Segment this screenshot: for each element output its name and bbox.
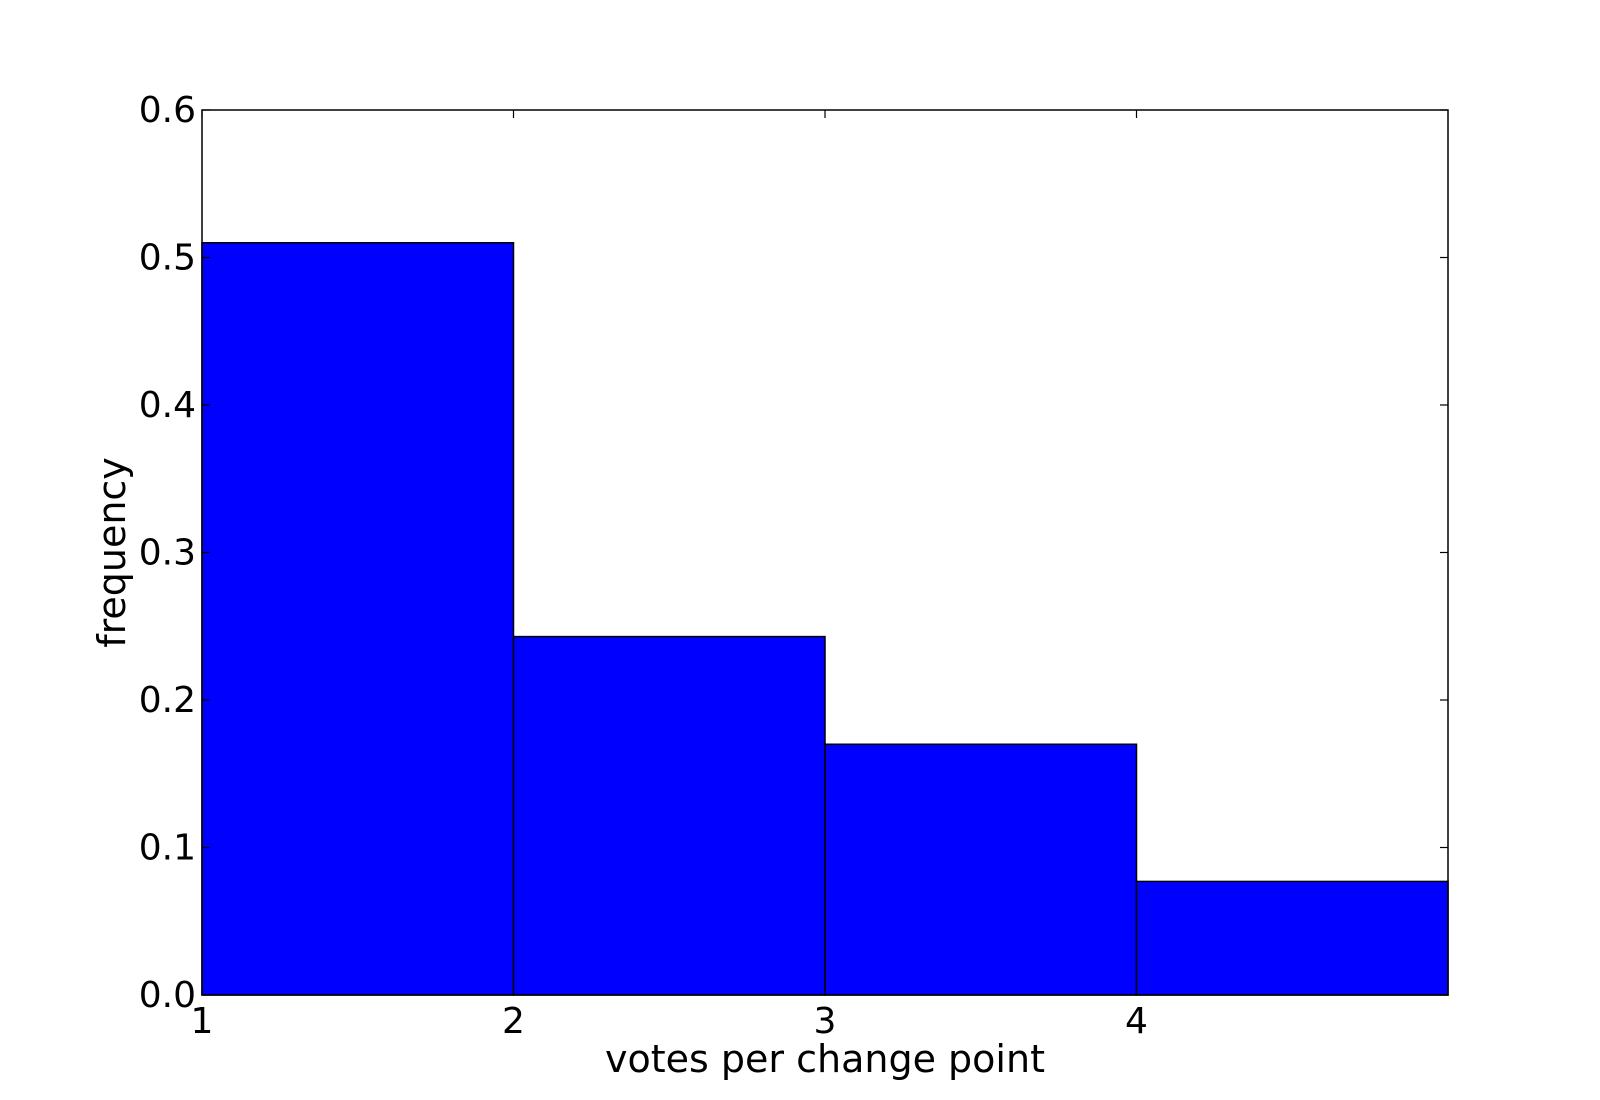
y-axis-label: frequency	[90, 457, 134, 648]
x-tick-label: 1	[191, 1001, 214, 1042]
plot-frame	[201, 109, 1449, 996]
x-tick-label: 2	[502, 1001, 525, 1042]
y-tick-label: 0.3	[139, 533, 196, 574]
x-tick-label: 4	[1125, 1001, 1148, 1042]
y-tick-label: 0.2	[139, 680, 196, 721]
y-tick-label: 0.4	[139, 385, 196, 426]
y-tick-label: 0.1	[139, 828, 196, 869]
y-tick-label: 0.6	[139, 90, 196, 131]
y-tick-label: 0.0	[139, 975, 196, 1016]
x-tick-label: 3	[814, 1001, 837, 1042]
histogram-bar-4	[1135, 880, 1449, 996]
ticks-group: 0.0 0.1 0.2 0.3 0.4 0.5 0.6 1 2 3 4	[139, 90, 1448, 1042]
x-axis-label: votes per change point	[605, 1037, 1045, 1081]
y-tick-label: 0.5	[139, 238, 196, 279]
histogram-bar-2	[512, 635, 826, 996]
bars-group	[201, 242, 1449, 996]
histogram-bar-1	[201, 242, 515, 996]
histogram-bar-3	[824, 743, 1138, 996]
